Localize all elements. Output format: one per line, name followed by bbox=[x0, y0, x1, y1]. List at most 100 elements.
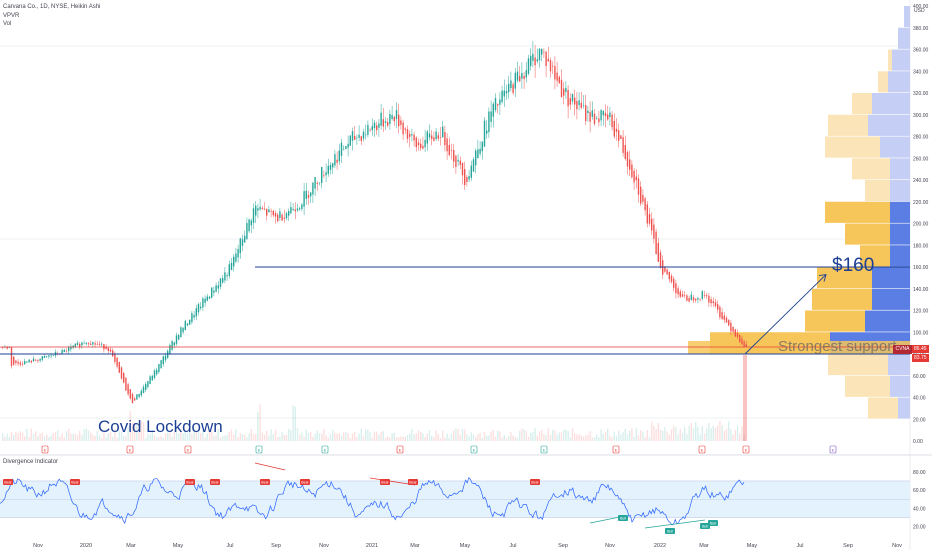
candle-body bbox=[530, 55, 532, 67]
candle-body bbox=[321, 167, 323, 184]
legend-vpvr[interactable]: VPVR bbox=[3, 12, 20, 19]
volume-bar bbox=[332, 429, 334, 441]
event-marker-label: E bbox=[324, 448, 327, 453]
volume-bar bbox=[376, 431, 378, 441]
volume-bar bbox=[382, 431, 384, 441]
candle-body bbox=[26, 361, 28, 363]
candle-body bbox=[171, 341, 173, 350]
volume-bar bbox=[180, 429, 182, 441]
candle-body bbox=[512, 84, 514, 93]
candle-body bbox=[94, 343, 96, 345]
candle-body bbox=[116, 357, 118, 367]
candle-body bbox=[565, 87, 567, 93]
legend-vol[interactable]: Vol bbox=[3, 21, 12, 27]
volume-bar bbox=[182, 433, 184, 441]
candle-body bbox=[477, 149, 479, 159]
volume-bar bbox=[653, 425, 655, 441]
candle-body bbox=[670, 275, 673, 282]
event-marker-label: E bbox=[615, 448, 618, 453]
candle-body bbox=[453, 150, 455, 162]
vp-row-down bbox=[845, 375, 890, 397]
candle-body bbox=[400, 120, 402, 125]
volume-bar bbox=[739, 433, 741, 441]
price-axis-label: 400.00 bbox=[913, 4, 929, 10]
osc-axis-label: 40.00 bbox=[913, 506, 926, 512]
volume-bar bbox=[613, 431, 615, 441]
candle-body bbox=[549, 60, 552, 72]
candle-body bbox=[101, 343, 103, 345]
volume-bar bbox=[83, 429, 85, 441]
volume-bar bbox=[692, 427, 695, 441]
volume-bar bbox=[402, 436, 404, 441]
volume-bar bbox=[50, 435, 52, 441]
candle-body bbox=[30, 360, 32, 363]
volume-bar bbox=[534, 428, 536, 441]
vp-row-up bbox=[872, 267, 910, 289]
volume-bar bbox=[4, 436, 6, 441]
volume-bar bbox=[241, 433, 244, 441]
volume-bar bbox=[525, 430, 527, 441]
bull-marker bbox=[665, 528, 675, 534]
volume-bar bbox=[659, 429, 662, 441]
candle-body bbox=[699, 298, 701, 300]
event-marker bbox=[829, 445, 837, 454]
volume-bar bbox=[226, 434, 228, 441]
oscillator-title[interactable]: Divergence Indicator bbox=[3, 459, 59, 465]
vp-row-up bbox=[888, 71, 910, 93]
candle-body bbox=[151, 375, 153, 381]
candle-body bbox=[178, 334, 180, 340]
candle-body bbox=[481, 141, 483, 152]
drawn-lines[interactable] bbox=[0, 266, 910, 355]
candle-body bbox=[721, 312, 723, 320]
candle-body bbox=[173, 342, 175, 346]
volume-bar bbox=[215, 434, 217, 441]
legend-symbol[interactable]: Carvana Co., 1D, NYSE, Heikin Ashi bbox=[3, 4, 101, 10]
candle-body bbox=[134, 398, 136, 401]
volume-bar bbox=[255, 434, 257, 441]
volume-bar bbox=[171, 436, 173, 441]
candle-body bbox=[107, 347, 109, 351]
candle-body bbox=[574, 97, 576, 105]
candle-body bbox=[692, 297, 695, 301]
candle-body bbox=[706, 295, 708, 297]
candle-body bbox=[642, 195, 644, 202]
volume-bar bbox=[349, 437, 351, 441]
volume-bar bbox=[19, 431, 21, 441]
candle-body bbox=[213, 290, 215, 293]
candle-body bbox=[719, 306, 721, 318]
volume-bar bbox=[574, 433, 576, 441]
volume-bar bbox=[37, 436, 39, 441]
event-marker-label: E bbox=[399, 448, 402, 453]
volume-bar bbox=[204, 437, 206, 441]
candle-body bbox=[734, 329, 736, 337]
volume-bar bbox=[32, 433, 35, 441]
annotation-target[interactable]: $160 bbox=[832, 255, 875, 276]
time-axis-label: Sep bbox=[558, 543, 568, 549]
volume-bar bbox=[448, 437, 450, 441]
volume-bar bbox=[244, 434, 246, 441]
volume-bar bbox=[593, 437, 596, 441]
time-axis-label: May bbox=[173, 543, 184, 549]
volume-bar bbox=[338, 433, 340, 441]
candle-body bbox=[50, 355, 52, 357]
volume-bar bbox=[248, 433, 250, 441]
vp-row-up bbox=[892, 49, 910, 71]
vp-row-up bbox=[898, 27, 910, 49]
candle-body bbox=[415, 137, 417, 148]
annotation-support[interactable]: Strongest support bbox=[778, 338, 897, 355]
candle-body bbox=[479, 148, 481, 154]
annotation-covid[interactable]: Covid Lockdown bbox=[98, 417, 223, 436]
volume-bar bbox=[481, 437, 483, 441]
candle-body bbox=[657, 242, 659, 262]
volume-bar bbox=[290, 430, 292, 441]
volume-bar bbox=[437, 434, 439, 441]
candle-body bbox=[582, 104, 585, 106]
candle-body bbox=[644, 198, 646, 211]
candle-body bbox=[545, 51, 547, 67]
volume-bar bbox=[219, 437, 222, 441]
candle-body bbox=[204, 298, 206, 303]
candle-body bbox=[63, 349, 65, 353]
volume-bar bbox=[400, 436, 402, 441]
